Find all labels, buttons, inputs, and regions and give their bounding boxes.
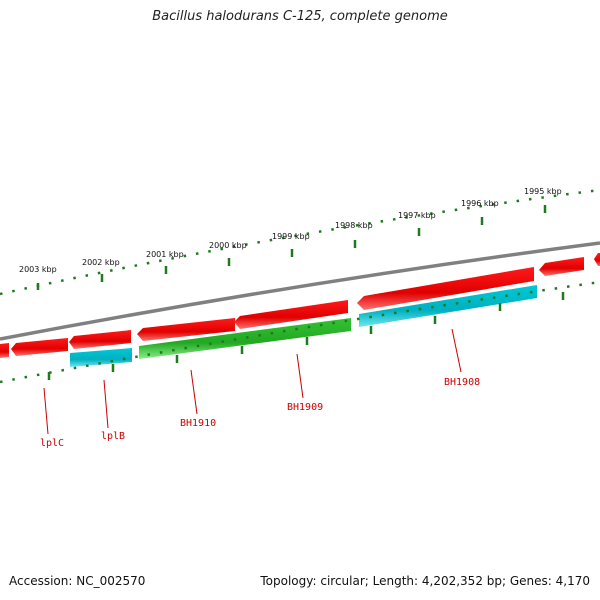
map-title: Bacillus halodurans C-125, complete geno… xyxy=(152,9,448,24)
scale-label-2003: 2003 kbp xyxy=(19,265,57,274)
gene-bh1909[interactable] xyxy=(359,285,537,327)
scale-label-1998: 1998 kbp xyxy=(335,221,373,230)
topology-summary: Topology: circular; Length: 4,202,352 bp… xyxy=(260,574,590,588)
gene-lplc[interactable] xyxy=(70,348,132,367)
scale-label-2000: 2000 kbp xyxy=(209,241,247,250)
scale-label-1996: 1996 kbp xyxy=(461,199,499,208)
gene-label-bh1910[interactable]: BH1910 xyxy=(180,418,216,429)
gene-forward-2[interactable] xyxy=(11,338,68,356)
gene-forward-5[interactable] xyxy=(234,300,348,329)
accession-text: Accession: NC_002570 xyxy=(9,574,146,588)
forward-strand xyxy=(0,253,600,358)
leader-bh1908 xyxy=(451,328,462,373)
gene-forward-8[interactable] xyxy=(594,253,600,266)
leader-lplc xyxy=(43,387,49,435)
gene-labels: lplC lplB BH1910 BH1909 BH1908 xyxy=(40,328,480,449)
scale-label-2002: 2002 kbp xyxy=(82,258,120,267)
scale-label-1999: 1999 kbp xyxy=(272,232,310,241)
leader-bh1909 xyxy=(296,353,304,399)
scale-label-1995: 1995 kbp xyxy=(524,187,562,196)
gene-label-lplb[interactable]: lplB xyxy=(101,431,125,442)
inner-scale xyxy=(0,280,600,384)
gene-label-lplc[interactable]: lplC xyxy=(40,438,64,449)
gene-forward-1[interactable] xyxy=(0,343,9,358)
gene-label-bh1908[interactable]: BH1908 xyxy=(444,377,480,388)
inner-major-ticks xyxy=(47,292,565,380)
gene-forward-3[interactable] xyxy=(69,330,131,349)
gene-forward-7[interactable] xyxy=(539,257,584,276)
reverse-strand xyxy=(70,285,537,367)
scale-label-1997: 1997 kbp xyxy=(398,211,436,220)
gene-forward-4[interactable] xyxy=(137,318,235,341)
leader-bh1910 xyxy=(190,369,198,415)
leader-lplb xyxy=(103,379,109,429)
outer-major-ticks xyxy=(36,205,547,290)
gene-bh1910[interactable] xyxy=(139,318,351,359)
scale-label-2001: 2001 kbp xyxy=(146,250,184,259)
scale-labels: 2003 kbp 2002 kbp 2001 kbp 2000 kbp 1999… xyxy=(19,187,562,274)
gene-forward-6[interactable] xyxy=(357,267,534,310)
outer-scale: 2003 kbp 2002 kbp 2001 kbp 2000 kbp 1999… xyxy=(0,187,600,296)
genome-backbone xyxy=(0,241,600,341)
gene-label-bh1909[interactable]: BH1909 xyxy=(287,402,323,413)
